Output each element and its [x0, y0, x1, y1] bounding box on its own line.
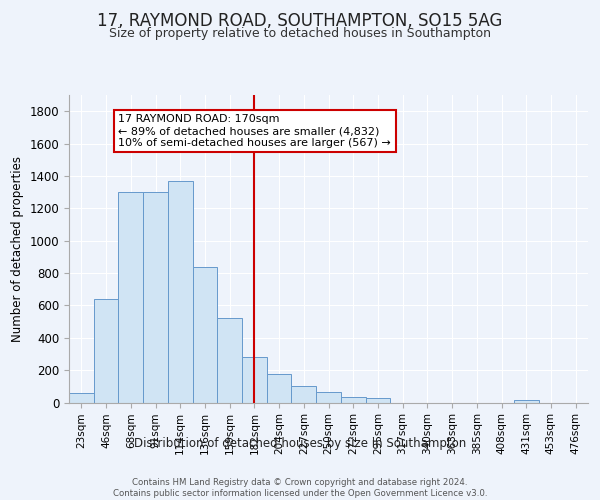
Bar	[168, 181, 193, 402]
Bar	[217, 318, 242, 402]
Y-axis label: Number of detached properties: Number of detached properties	[11, 156, 24, 342]
Bar	[316, 392, 341, 402]
Bar	[514, 400, 539, 402]
Bar	[118, 192, 143, 402]
Bar	[193, 266, 217, 402]
Bar	[341, 397, 365, 402]
Bar	[267, 374, 292, 402]
Text: Contains HM Land Registry data © Crown copyright and database right 2024.
Contai: Contains HM Land Registry data © Crown c…	[113, 478, 487, 498]
Bar	[365, 398, 390, 402]
Bar	[69, 393, 94, 402]
Text: Size of property relative to detached houses in Southampton: Size of property relative to detached ho…	[109, 28, 491, 40]
Bar	[94, 299, 118, 403]
Bar	[242, 357, 267, 403]
Text: Distribution of detached houses by size in Southampton: Distribution of detached houses by size …	[134, 438, 466, 450]
Text: 17 RAYMOND ROAD: 170sqm
← 89% of detached houses are smaller (4,832)
10% of semi: 17 RAYMOND ROAD: 170sqm ← 89% of detache…	[118, 114, 391, 148]
Text: 17, RAYMOND ROAD, SOUTHAMPTON, SO15 5AG: 17, RAYMOND ROAD, SOUTHAMPTON, SO15 5AG	[97, 12, 503, 30]
Bar	[143, 192, 168, 402]
Bar	[292, 386, 316, 402]
